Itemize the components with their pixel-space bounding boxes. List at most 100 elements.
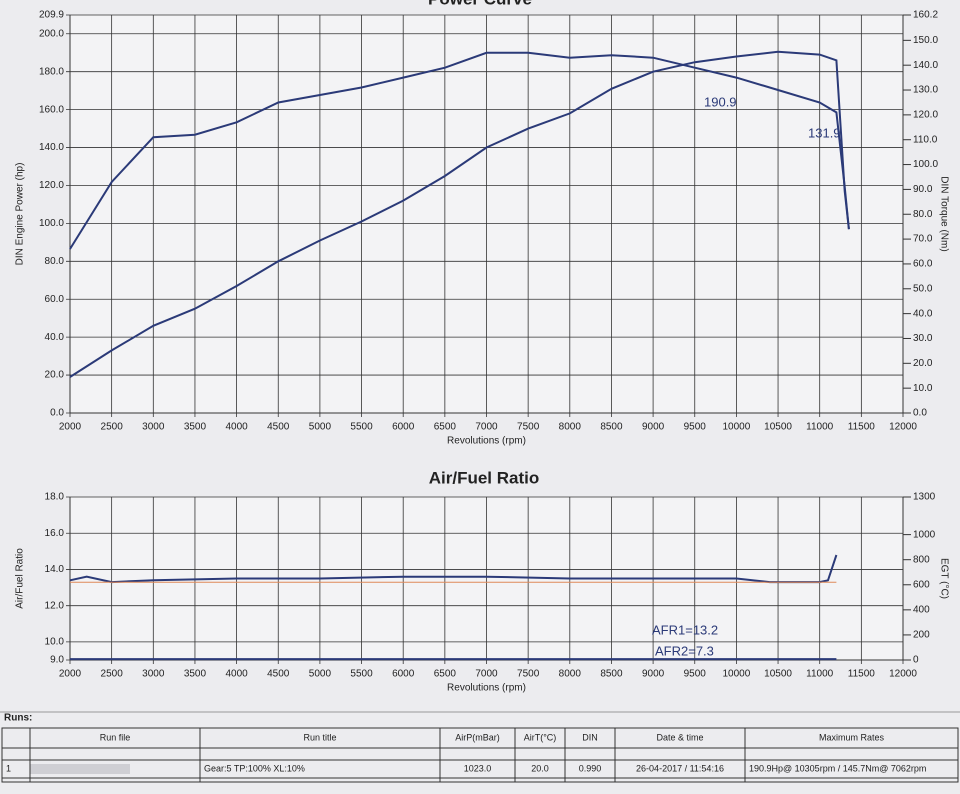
x-tick-label: 11000 xyxy=(806,422,834,433)
table-cell: 1 xyxy=(6,763,11,773)
y-tick-label: 20.0 xyxy=(45,370,65,381)
x-tick-label: 5000 xyxy=(309,422,332,433)
y-axis-title: Air/Fuel Ratio xyxy=(15,548,26,609)
runs-label: Runs: xyxy=(4,713,32,724)
annotation: AFR1=13.2 xyxy=(652,622,718,637)
y2-tick-label: 10.0 xyxy=(913,383,933,394)
y2-tick-label: 50.0 xyxy=(913,283,933,294)
y2-tick-label: 100.0 xyxy=(913,159,938,170)
x-tick-label: 4000 xyxy=(225,669,248,680)
y2-tick-label: 1000 xyxy=(913,529,936,540)
x-tick-label: 8000 xyxy=(559,669,582,680)
y-tick-label: 60.0 xyxy=(45,294,65,305)
y2-tick-label: 400 xyxy=(913,604,930,615)
annotation: AFR2=7.3 xyxy=(655,643,714,658)
header-cell: Run file xyxy=(100,732,131,742)
x-tick-label: 6500 xyxy=(434,422,457,433)
x-tick-label: 7500 xyxy=(517,422,540,433)
y-tick-label: 16.0 xyxy=(45,528,65,539)
x-tick-label: 3500 xyxy=(184,669,207,680)
annotation: 131.9 xyxy=(808,125,841,140)
x-tick-label: 10500 xyxy=(764,422,792,433)
runs-table: Runs: Run file Run title AirP(mBar) AirT(°C… xyxy=(0,711,960,783)
x-tick-label: 10000 xyxy=(722,422,750,433)
y2-tick-label: 20.0 xyxy=(913,358,933,369)
x-tick-label: 11500 xyxy=(848,669,876,680)
header-cell: Run title xyxy=(303,732,336,742)
chart-title: Air/Fuel Ratio xyxy=(429,468,540,487)
y2-tick-label: 130.0 xyxy=(913,85,938,96)
blurred-file xyxy=(30,764,130,774)
x-tick-label: 4000 xyxy=(225,422,248,433)
x-tick-label: 10000 xyxy=(722,669,750,680)
x-tick-label: 5000 xyxy=(309,669,332,680)
y-tick-label: 140.0 xyxy=(39,142,64,153)
y-tick-label: 18.0 xyxy=(45,492,65,503)
y2-tick-label: 110.0 xyxy=(913,134,938,145)
y2-tick-label: 150.0 xyxy=(913,35,938,46)
table-cell: 0.990 xyxy=(579,763,602,773)
y2-tick-label: 140.0 xyxy=(913,60,938,71)
x-tick-label: 8000 xyxy=(559,422,582,433)
header-cell: AirP(mBar) xyxy=(455,732,500,742)
table-cell: 1023.0 xyxy=(464,763,492,773)
x-tick-label: 9500 xyxy=(684,669,707,680)
x-tick-label: 6000 xyxy=(392,669,415,680)
y2-tick-label: 80.0 xyxy=(913,209,933,220)
y2-tick-label: 0.0 xyxy=(913,408,927,419)
x-tick-label: 8500 xyxy=(600,422,623,433)
header-cell: Maximum Rates xyxy=(819,732,885,742)
y-tick-label: 100.0 xyxy=(39,218,64,229)
x-tick-label: 12000 xyxy=(889,422,917,433)
y2-axis-title: DIN Torque (Nm) xyxy=(938,176,949,251)
y-tick-label: 0.0 xyxy=(50,408,64,419)
x-axis-title: Revolutions (rpm) xyxy=(447,436,526,447)
y-tick-label: 209.9 xyxy=(39,10,64,21)
y-tick-label: 14.0 xyxy=(45,564,65,575)
x-axis-title: Revolutions (rpm) xyxy=(447,683,526,694)
y-tick-label: 40.0 xyxy=(45,332,65,343)
x-tick-label: 9500 xyxy=(684,422,707,433)
y2-tick-label: 0 xyxy=(913,655,919,666)
y2-tick-label: 160.2 xyxy=(913,10,938,21)
table-frame xyxy=(1,727,959,783)
x-tick-label: 2000 xyxy=(59,422,82,433)
y-tick-label: 200.0 xyxy=(39,28,64,39)
y-tick-label: 80.0 xyxy=(45,256,65,267)
x-tick-label: 7000 xyxy=(475,422,498,433)
x-tick-label: 9000 xyxy=(642,422,665,433)
y-tick-label: 160.0 xyxy=(39,104,64,115)
x-tick-label: 7500 xyxy=(517,669,540,680)
annotation: 190.9 xyxy=(704,94,737,109)
x-tick-label: 9000 xyxy=(642,669,665,680)
y-tick-label: 180.0 xyxy=(39,66,64,77)
x-tick-label: 11000 xyxy=(806,669,834,680)
x-tick-label: 4500 xyxy=(267,669,290,680)
table-cell: 190.9Hp@ 10305rpm / 145.7Nm@ 7062rpm xyxy=(749,763,926,773)
y-tick-label: 12.0 xyxy=(45,600,65,611)
y-axis-title: DIN Engine Power (hp) xyxy=(15,163,26,266)
y2-tick-label: 600 xyxy=(913,579,930,590)
y2-tick-label: 800 xyxy=(913,554,930,565)
x-tick-label: 5500 xyxy=(350,669,373,680)
y2-tick-label: 70.0 xyxy=(913,234,933,245)
y2-tick-label: 200 xyxy=(913,630,930,641)
header-cell: DIN xyxy=(582,732,598,742)
x-tick-label: 3500 xyxy=(184,422,207,433)
y2-tick-label: 1300 xyxy=(913,492,936,503)
x-tick-label: 8500 xyxy=(600,669,623,680)
y-tick-label: 120.0 xyxy=(39,180,64,191)
x-tick-label: 3000 xyxy=(142,422,165,433)
y-tick-label: 9.0 xyxy=(50,655,64,666)
x-tick-label: 7000 xyxy=(475,669,498,680)
y2-tick-label: 40.0 xyxy=(913,308,933,319)
x-tick-label: 2500 xyxy=(101,422,124,433)
x-tick-label: 6000 xyxy=(392,422,415,433)
series-line xyxy=(69,50,850,378)
y2-tick-label: 120.0 xyxy=(913,110,938,121)
y-tick-label: 10.0 xyxy=(45,637,65,648)
table-cell: 20.0 xyxy=(531,763,549,773)
y2-tick-label: 60.0 xyxy=(913,259,933,270)
chart-title: Power Curve xyxy=(428,0,532,8)
